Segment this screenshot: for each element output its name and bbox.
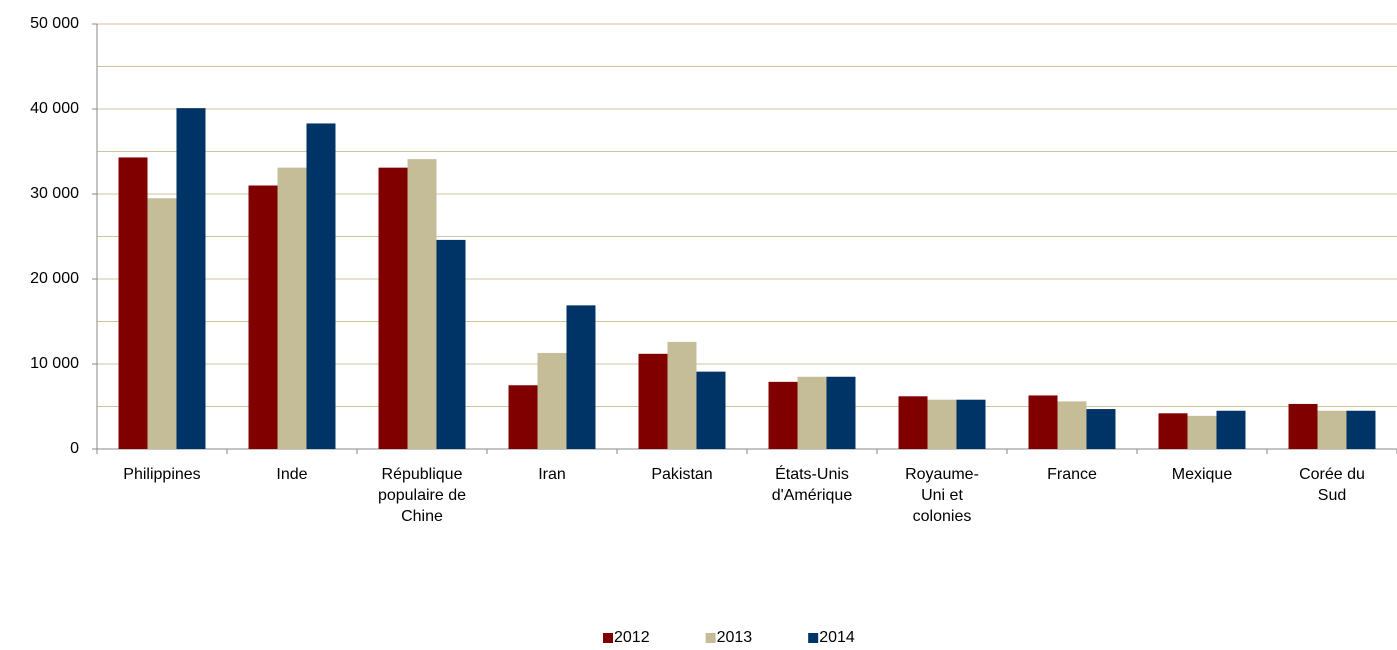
x-tick-label: République populaire de Chine	[378, 466, 466, 525]
bar	[826, 376, 856, 449]
bar	[1028, 395, 1058, 449]
bar	[1057, 401, 1087, 449]
x-tick-label: Pakistan	[651, 466, 712, 483]
legend-label: 2012	[614, 629, 650, 646]
bar	[118, 157, 148, 449]
bar	[1187, 415, 1217, 449]
bar	[927, 399, 957, 449]
x-tick-label: Corée du Sud	[1299, 466, 1365, 504]
x-tick-label: Iran	[538, 466, 566, 483]
bar	[1086, 409, 1116, 449]
x-tick-label: États-Unis d'Amérique	[772, 464, 853, 504]
legend-swatch	[603, 633, 613, 643]
bar	[436, 239, 466, 449]
x-tick-label: Royaume-Uni et colonies	[905, 466, 979, 525]
y-tick-label: 0	[70, 440, 79, 457]
bar	[667, 341, 697, 449]
bar	[176, 108, 206, 450]
bar	[537, 352, 567, 449]
x-tick-label: Mexique	[1172, 466, 1233, 483]
bar	[696, 371, 726, 449]
y-tick-label: 10 000	[30, 355, 79, 372]
bar	[638, 353, 668, 449]
x-tick-label: France	[1047, 466, 1097, 483]
bar	[147, 198, 177, 449]
legend-swatch	[705, 633, 716, 643]
bar	[566, 305, 596, 449]
bar	[306, 123, 336, 449]
y-tick-label: 30 000	[30, 185, 79, 202]
bar	[378, 167, 408, 449]
bar	[1317, 410, 1347, 449]
bar	[797, 376, 827, 449]
bar	[956, 399, 986, 449]
x-tick-label: Inde	[276, 466, 307, 483]
bar	[898, 396, 928, 449]
bar	[1346, 410, 1376, 449]
legend-swatch	[808, 633, 819, 643]
bar	[1216, 410, 1246, 449]
bar	[407, 159, 437, 449]
bar	[1288, 403, 1318, 449]
y-tick-label: 50 000	[30, 15, 79, 32]
bar	[1158, 413, 1188, 449]
bar	[248, 185, 278, 449]
bar	[508, 385, 538, 449]
y-tick-label: 20 000	[30, 270, 79, 287]
legend-label: 2013	[717, 629, 753, 646]
bar	[768, 381, 798, 449]
bar	[277, 167, 307, 449]
y-tick-label: 40 000	[30, 100, 79, 117]
x-tick-label: Philippines	[123, 466, 200, 483]
legend-label: 2014	[819, 629, 855, 646]
